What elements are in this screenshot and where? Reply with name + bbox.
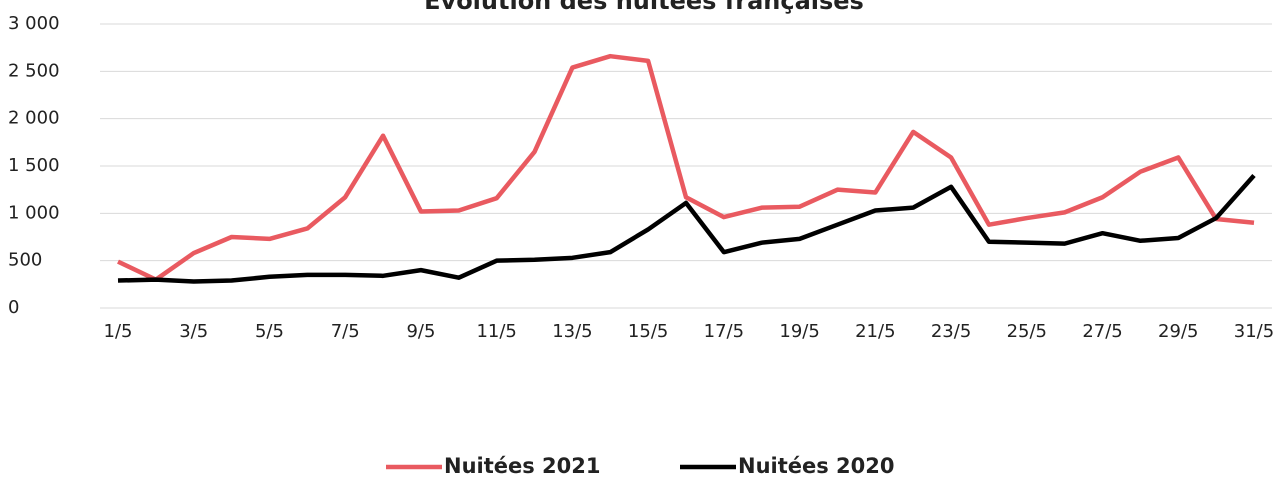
x-tick-label: 21/5	[855, 321, 895, 342]
x-tick-label: 19/5	[779, 321, 819, 342]
line-series	[117, 53, 1255, 282]
y-tick-label: 3 000	[8, 13, 60, 34]
y-tick-label: 500	[8, 250, 42, 271]
line-series	[117, 173, 1256, 284]
y-tick-label: 2 500	[8, 60, 60, 81]
x-tick-label: 3/5	[179, 321, 208, 342]
y-tick-label: 0	[8, 297, 19, 318]
x-tick-label: 29/5	[1158, 321, 1198, 342]
x-tick-label: 7/5	[331, 321, 360, 342]
x-tick-label: 23/5	[931, 321, 971, 342]
x-tick-label: 1/5	[104, 321, 133, 342]
x-tick-label: 5/5	[255, 321, 284, 342]
x-tick-label: 11/5	[476, 321, 516, 342]
x-tick-label: 9/5	[406, 321, 435, 342]
x-tick-label: 27/5	[1082, 321, 1122, 342]
y-tick-label: 1 500	[8, 155, 60, 176]
x-tick-label: 31/5	[1234, 321, 1274, 342]
x-tick-label: 15/5	[628, 321, 668, 342]
x-tick-label: 17/5	[704, 321, 744, 342]
x-tick-label: 13/5	[552, 321, 592, 342]
x-tick-label: 25/5	[1007, 321, 1047, 342]
legend-label: Nuitées 2020	[738, 454, 895, 477]
legend-label: Nuitées 2021	[444, 454, 601, 477]
y-tick-label: 2 000	[8, 108, 60, 129]
y-tick-label: 1 000	[8, 202, 60, 223]
chart-title: Évolution des nuitées françaises	[424, 0, 864, 15]
